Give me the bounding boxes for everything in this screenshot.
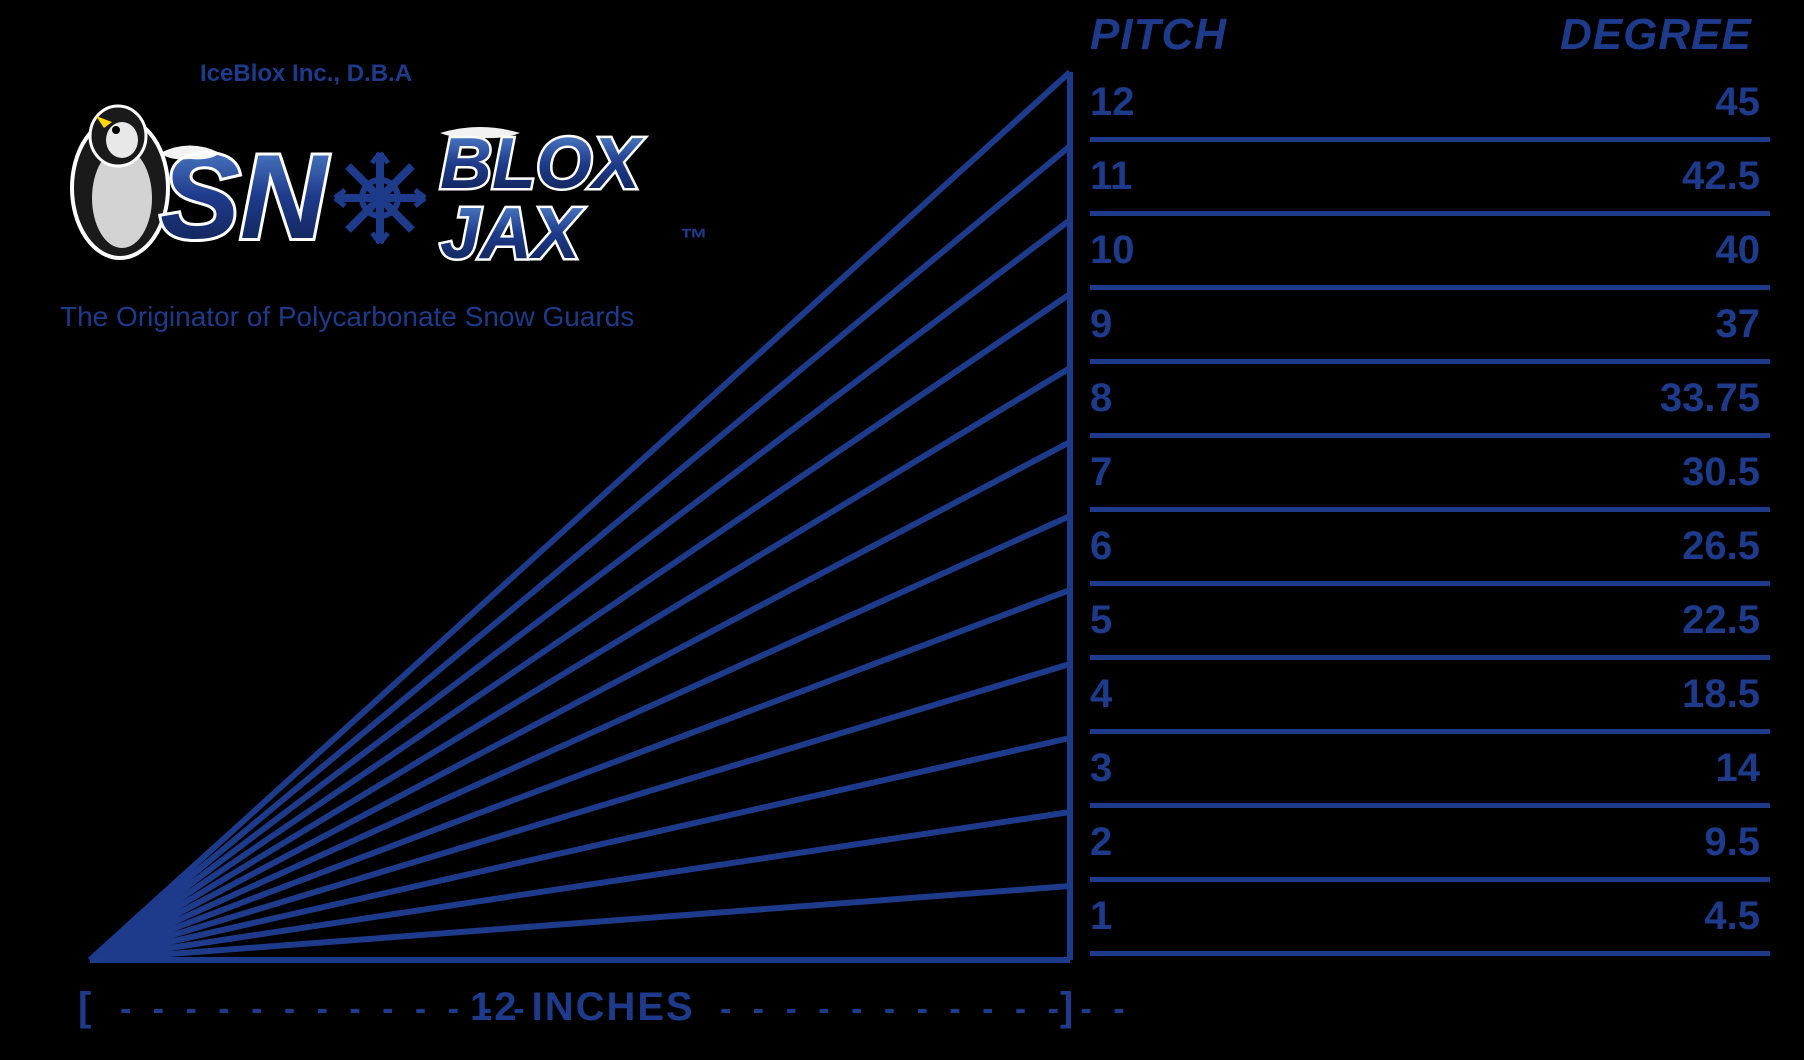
- pitch-value: 5: [1090, 598, 1290, 643]
- degree-value: 37: [1290, 302, 1770, 347]
- pitch-value: 1: [1090, 894, 1290, 939]
- bracket-left: [: [78, 985, 93, 1030]
- pitch-line: [90, 516, 1070, 960]
- pitch-value: 12: [1090, 80, 1290, 125]
- table-row: 833.75: [1090, 364, 1770, 438]
- degree-value: 14: [1290, 746, 1770, 791]
- pitch-value: 3: [1090, 746, 1290, 791]
- degree-value: 40: [1290, 228, 1770, 273]
- degree-value: 4.5: [1290, 894, 1770, 939]
- pitch-value: 11: [1090, 154, 1290, 199]
- pitch-value: 6: [1090, 524, 1290, 569]
- degree-value: 42.5: [1290, 154, 1770, 199]
- table-row: 418.5: [1090, 660, 1770, 734]
- pitch-value: 9: [1090, 302, 1290, 347]
- pitch-value: 4: [1090, 672, 1290, 717]
- pitch-value: 2: [1090, 820, 1290, 865]
- degree-value: 9.5: [1290, 820, 1770, 865]
- degree-value: 30.5: [1290, 450, 1770, 495]
- pitch-value: 7: [1090, 450, 1290, 495]
- table-row: 730.5: [1090, 438, 1770, 512]
- pitch-line: [90, 72, 1070, 960]
- degree-value: 45: [1290, 80, 1770, 125]
- degree-value: 33.75: [1290, 376, 1770, 421]
- pitch-line: [90, 886, 1070, 960]
- pitch-line: [90, 664, 1070, 960]
- pitch-value: 10: [1090, 228, 1290, 273]
- table-row: 626.5: [1090, 512, 1770, 586]
- table-row: 29.5: [1090, 808, 1770, 882]
- degree-value: 22.5: [1290, 598, 1770, 643]
- dashes-left: - - - - - - - - - - - - -: [120, 990, 531, 1029]
- pitch-line: [90, 590, 1070, 960]
- header-pitch: PITCH: [1090, 10, 1227, 60]
- table-row: 522.5: [1090, 586, 1770, 660]
- pitch-value: 8: [1090, 376, 1290, 421]
- degree-value: 26.5: [1290, 524, 1770, 569]
- degree-value: 18.5: [1290, 672, 1770, 717]
- pitch-line: [90, 146, 1070, 960]
- table-row: 1245: [1090, 68, 1770, 142]
- table-row: 1142.5: [1090, 142, 1770, 216]
- table-row: 1040: [1090, 216, 1770, 290]
- x-axis-label: 12 INCHES: [470, 985, 695, 1030]
- pitch-line: [90, 294, 1070, 960]
- table-row: 14.5: [1090, 882, 1770, 956]
- pitch-line: [90, 368, 1070, 960]
- table-row: 937: [1090, 290, 1770, 364]
- table-row: 314: [1090, 734, 1770, 808]
- bracket-right: ]: [1060, 985, 1075, 1030]
- header-degree: DEGREE: [1560, 10, 1752, 60]
